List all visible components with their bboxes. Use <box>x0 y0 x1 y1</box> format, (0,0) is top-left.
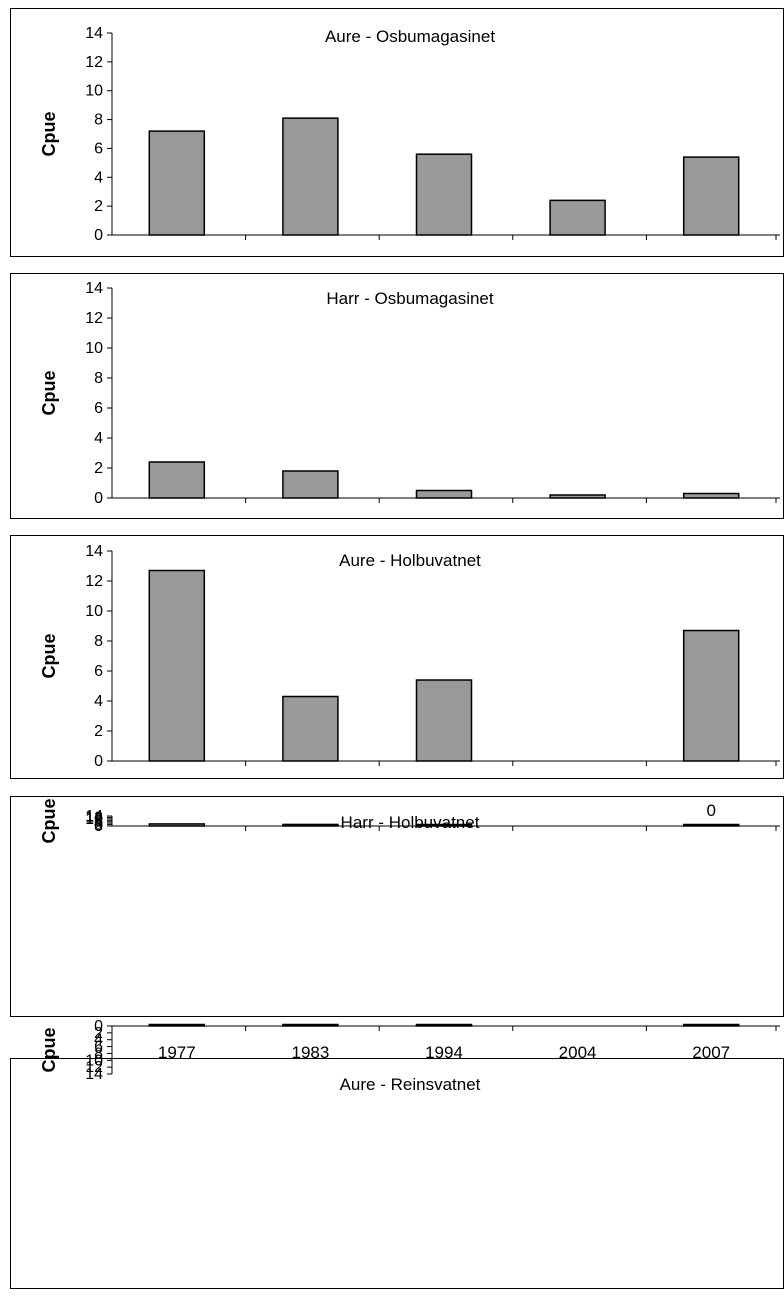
y-tick-label: 14 <box>85 1066 103 1083</box>
y-tick-label: 4 <box>94 815 103 832</box>
y-tick-label: 12 <box>85 573 103 590</box>
y-tick-label: 2 <box>94 1025 103 1042</box>
bar-1977 <box>148 461 206 499</box>
chart-panel-3: 0 2 4 6 8 10 12 14 Aure - Holbuvatnet Cpue <box>10 535 784 779</box>
y-tick-label: 8 <box>94 1045 103 1062</box>
y-tick-label: 14 <box>85 808 103 825</box>
y-tick-label: 8 <box>94 633 103 650</box>
y-tick-label: 2 <box>94 460 103 477</box>
y-tick-label: 14 <box>85 25 103 42</box>
chart-frame <box>10 273 784 519</box>
data-annotation: 0 <box>706 801 715 820</box>
chart-panel-1: 0 2 4 6 8 10 12 14 Aure - Osbumagasinet Cpue <box>10 8 784 257</box>
chart-frame <box>10 8 784 257</box>
chart-title: Aure - Holbuvatnet <box>339 551 481 570</box>
y-tick-label: 6 <box>94 663 103 680</box>
y-tick-label: 0 <box>94 753 103 770</box>
bar-1977 <box>148 1023 206 1027</box>
bar-1983 <box>282 1023 339 1027</box>
bar-1994 <box>415 489 473 499</box>
chart-title: Aure - Reinsvatnet <box>340 1075 481 1094</box>
bar-2004 <box>549 494 606 499</box>
y-tick-label: 10 <box>85 340 103 357</box>
y-tick-label: 0 <box>94 490 103 507</box>
y-tick-label: 2 <box>94 198 103 215</box>
x-tick-label: 1983 <box>291 1043 329 1062</box>
y-axis-label: Cpue <box>39 112 59 157</box>
chart-frame <box>10 796 784 1017</box>
y-tick-label: 12 <box>85 310 103 327</box>
y-tick-label: 0 <box>94 1018 103 1035</box>
bar-2004 <box>549 199 606 236</box>
y-tick-label: 4 <box>94 430 103 447</box>
y-tick-label: 2 <box>94 723 103 740</box>
bar-1983 <box>282 470 339 499</box>
y-tick-label: 2 <box>94 817 103 834</box>
y-tick-label: 14 <box>85 280 103 297</box>
bar-1994 <box>415 823 473 827</box>
y-tick-label: 12 <box>85 54 103 71</box>
y-tick-label: 8 <box>94 812 103 829</box>
y-tick-label: 12 <box>85 809 103 826</box>
bar-1994 <box>415 1023 473 1027</box>
bar-1983 <box>282 117 339 236</box>
y-tick-label: 0 <box>94 818 103 835</box>
y-tick-label: 6 <box>94 1039 103 1056</box>
bar-1977 <box>148 823 206 827</box>
chart-title: Harr - Holbuvatnet <box>341 813 480 832</box>
y-axis-label: Cpue <box>39 371 59 416</box>
x-tick-label: 2004 <box>559 1043 597 1062</box>
bar-1977 <box>148 569 206 762</box>
chart-frame <box>10 535 784 779</box>
chart-title: Aure - Osbumagasinet <box>325 27 495 46</box>
y-tick-label: 10 <box>85 83 103 100</box>
x-tick-label: 1977 <box>158 1043 196 1062</box>
bar-1977 <box>148 130 206 236</box>
y-axis-label: Cpue <box>39 799 59 844</box>
x-tick-label: 2007 <box>692 1043 730 1062</box>
chart-panel-2: 0 2 4 6 8 10 12 14 Harr - Osbumagasinet Cpue <box>10 273 784 519</box>
y-tick-label: 0 <box>94 227 103 244</box>
x-tick-label: 1994 <box>425 1043 463 1062</box>
y-tick-label: 14 <box>85 543 103 560</box>
bar-2007 <box>682 1023 740 1027</box>
y-tick-label: 6 <box>94 400 103 417</box>
bar-1983 <box>282 695 339 762</box>
bar-1983 <box>282 823 339 827</box>
y-tick-label: 6 <box>94 814 103 831</box>
y-tick-label: 4 <box>94 693 103 710</box>
bar-1994 <box>415 153 473 236</box>
bar-2007 <box>682 156 740 236</box>
bar-2007 <box>682 823 740 827</box>
y-tick-label: 10 <box>85 1052 103 1069</box>
y-tick-label: 8 <box>94 370 103 387</box>
bar-1994 <box>415 679 473 762</box>
y-tick-label: 12 <box>85 1059 103 1076</box>
y-axis-label: Cpue <box>39 1028 59 1073</box>
bar-2007 <box>682 492 740 499</box>
y-tick-label: 4 <box>94 169 103 186</box>
chart-frame <box>10 1058 784 1289</box>
y-tick-label: 10 <box>85 811 103 828</box>
y-tick-label: 10 <box>85 603 103 620</box>
bar-2007 <box>682 629 740 762</box>
y-axis-label: Cpue <box>39 634 59 679</box>
y-tick-label: 6 <box>94 140 103 157</box>
y-tick-label: 8 <box>94 112 103 129</box>
chart-title: Harr - Osbumagasinet <box>326 289 494 308</box>
y-tick-label: 4 <box>94 1032 103 1049</box>
